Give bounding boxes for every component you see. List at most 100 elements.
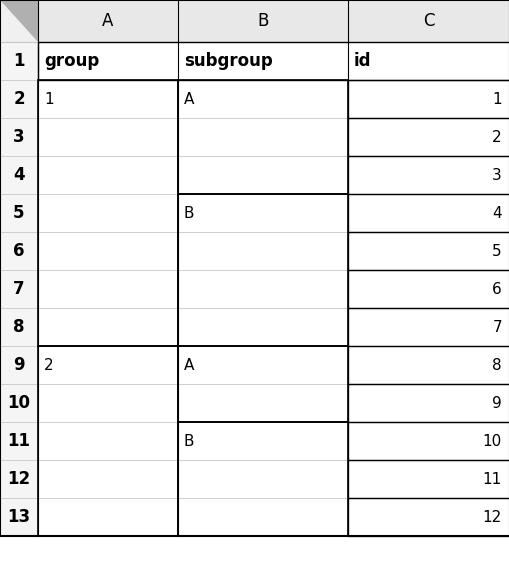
Bar [38, 232, 178, 270]
Bar [38, 42, 509, 80]
Bar [0, 42, 38, 80]
Text: 5: 5 [491, 243, 501, 258]
Bar [347, 422, 509, 460]
Bar [0, 384, 38, 422]
Bar [38, 346, 178, 536]
Bar [38, 270, 178, 308]
Bar [178, 194, 347, 232]
Bar [0, 308, 38, 346]
Bar [38, 384, 178, 422]
Bar [0, 232, 38, 270]
Bar [178, 308, 347, 346]
Text: A: A [102, 12, 114, 30]
Text: 1: 1 [13, 52, 25, 70]
Bar [38, 308, 178, 346]
Bar [347, 194, 509, 232]
Bar [0, 0, 509, 42]
Bar [347, 308, 509, 346]
Bar [347, 232, 509, 270]
Bar [178, 194, 347, 346]
Bar [178, 270, 347, 308]
Bar [38, 156, 178, 194]
Text: 10: 10 [482, 434, 501, 449]
Bar [347, 384, 509, 422]
Bar [347, 80, 509, 118]
Text: 12: 12 [8, 470, 31, 488]
Text: 9: 9 [13, 356, 25, 374]
Bar [347, 156, 509, 194]
Bar [347, 308, 509, 346]
Polygon shape [0, 0, 38, 42]
Bar [38, 118, 178, 156]
Bar [178, 346, 347, 422]
Bar [38, 346, 178, 536]
Bar [0, 498, 38, 536]
Bar [347, 384, 509, 422]
Text: 2: 2 [44, 357, 53, 372]
Bar [0, 194, 38, 232]
Text: 4: 4 [491, 205, 501, 221]
Bar [178, 422, 347, 536]
Bar [38, 80, 178, 346]
Text: 10: 10 [8, 394, 31, 412]
Bar [347, 460, 509, 498]
Text: 3: 3 [491, 168, 501, 183]
Text: A: A [184, 357, 194, 372]
Bar [178, 232, 347, 270]
Bar [178, 422, 347, 536]
Bar [347, 498, 509, 536]
Bar [347, 346, 509, 384]
Text: B: B [184, 434, 194, 449]
Text: 2: 2 [491, 130, 501, 144]
Bar [38, 422, 178, 460]
Text: A: A [184, 91, 194, 107]
Bar [178, 42, 347, 80]
Bar [0, 80, 38, 118]
Bar [178, 460, 347, 498]
Bar [347, 194, 509, 232]
Text: 9: 9 [491, 396, 501, 410]
Bar [38, 194, 178, 232]
Text: 5: 5 [13, 204, 25, 222]
Bar [347, 422, 509, 460]
Bar [0, 118, 38, 156]
Bar [178, 384, 347, 422]
Text: 3: 3 [13, 128, 25, 146]
Text: 6: 6 [13, 242, 25, 260]
Bar [178, 498, 347, 536]
Bar [38, 80, 178, 346]
Bar [0, 422, 38, 460]
Bar [178, 346, 347, 384]
Bar [0, 270, 38, 308]
Text: group: group [44, 52, 99, 70]
Text: 7: 7 [13, 280, 25, 298]
Text: 1: 1 [44, 91, 53, 107]
Text: subgroup: subgroup [184, 52, 272, 70]
Bar [178, 80, 347, 194]
Text: C: C [422, 12, 434, 30]
Text: 1: 1 [491, 91, 501, 107]
Bar [347, 498, 509, 536]
Bar [178, 80, 347, 118]
Text: 8: 8 [491, 357, 501, 372]
Text: 11: 11 [482, 471, 501, 487]
Bar [347, 270, 509, 308]
Text: 12: 12 [482, 509, 501, 524]
Bar [0, 156, 38, 194]
Text: 2: 2 [13, 90, 25, 108]
Bar [0, 346, 38, 384]
Bar [0, 460, 38, 498]
Text: 13: 13 [8, 508, 31, 526]
Bar [347, 460, 509, 498]
Bar [347, 80, 509, 118]
Bar [347, 346, 509, 384]
Text: 7: 7 [491, 320, 501, 335]
Bar [38, 42, 178, 80]
Text: 6: 6 [491, 282, 501, 296]
Bar [38, 346, 178, 384]
Bar [347, 118, 509, 156]
Bar [178, 422, 347, 460]
Bar [38, 498, 178, 536]
Bar [178, 194, 347, 346]
Bar [347, 118, 509, 156]
